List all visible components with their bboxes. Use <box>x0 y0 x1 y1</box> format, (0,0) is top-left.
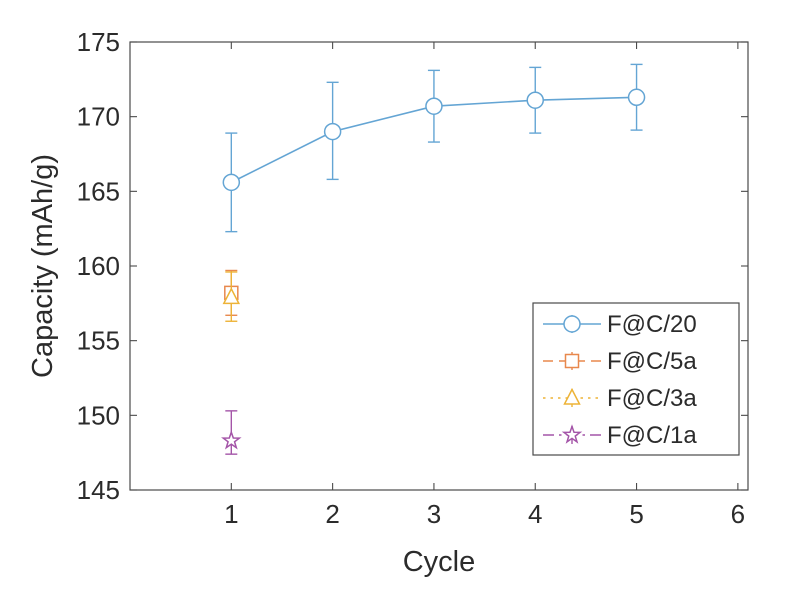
triangle-marker <box>563 387 581 405</box>
star-marker <box>561 424 583 444</box>
circle-marker <box>222 173 241 192</box>
svg-text:4: 4 <box>528 499 542 529</box>
legend-label: F@C/20 <box>607 311 697 338</box>
legend-entry-F@C/20: F@C/20 <box>543 311 697 338</box>
svg-text:3: 3 <box>427 499 441 529</box>
square-marker <box>564 353 580 369</box>
x-axis-label: Cycle <box>403 546 476 578</box>
legend-label: F@C/1a <box>607 422 697 449</box>
triangle-marker <box>222 287 241 305</box>
svg-text:2: 2 <box>325 499 339 529</box>
svg-text:175: 175 <box>77 27 120 57</box>
svg-text:1: 1 <box>224 499 238 529</box>
series-F@C/20 <box>222 63 646 233</box>
tick-marks <box>130 41 748 491</box>
svg-text:145: 145 <box>77 475 120 505</box>
svg-text:6: 6 <box>731 499 745 529</box>
circle-marker <box>563 315 581 333</box>
series-F@C/1a <box>221 410 242 455</box>
svg-text:150: 150 <box>77 400 120 430</box>
svg-text:5: 5 <box>629 499 643 529</box>
svg-text:170: 170 <box>77 102 120 132</box>
circle-marker <box>526 91 544 109</box>
svg-text:165: 165 <box>77 176 120 206</box>
circle-marker <box>323 122 342 141</box>
circle-marker <box>425 97 443 115</box>
y-tick-labels: 145 150 155 160 165 170 175 <box>77 27 120 505</box>
star-marker <box>221 429 242 450</box>
y-axis-label: Capacity (mAh/g) <box>27 154 59 378</box>
legend-entry-F@C/1a: F@C/1a <box>543 422 697 449</box>
legend-entry-F@C/3a: F@C/3a <box>543 385 697 412</box>
legend-label: F@C/5a <box>607 348 697 375</box>
circle-marker <box>627 88 646 107</box>
x-tick-labels: 1 2 3 4 5 6 <box>224 499 745 529</box>
svg-text:155: 155 <box>77 326 120 356</box>
svg-text:160: 160 <box>77 251 120 281</box>
legend: F@C/20 F@C/5a F@C/3a F@C/1a <box>532 302 740 456</box>
legend-label: F@C/3a <box>607 385 697 412</box>
legend-entry-F@C/5a: F@C/5a <box>543 348 697 375</box>
series-F@C/3a <box>222 271 241 322</box>
